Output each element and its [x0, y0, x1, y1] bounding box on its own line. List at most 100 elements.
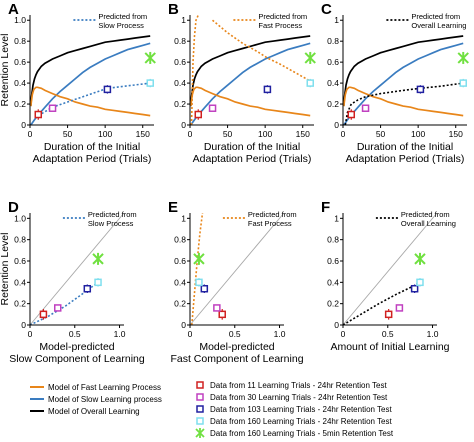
legend-item-left: Model of Fast Learning Process	[30, 383, 161, 392]
x-axis-label: Adaptation Period (Trials)	[193, 153, 312, 165]
y-tick-label: 0	[21, 120, 26, 130]
marker-square	[361, 104, 370, 112]
data-point-103-trials	[83, 284, 92, 293]
x-axis-label: Duration of the Initial	[44, 141, 140, 153]
x-axis-label: Model-predicted	[39, 341, 114, 353]
x-axis-label: Model-predicted	[199, 341, 274, 353]
x-tick-label: 1.0	[427, 329, 439, 339]
identity-line	[29, 212, 125, 326]
data-point-11-trials	[347, 109, 356, 120]
data-point-160-trials	[193, 252, 205, 265]
y-tick-label: 0.8	[14, 36, 26, 46]
data-point-160-trials	[414, 252, 426, 265]
legend-square-swatch	[196, 405, 204, 413]
marker-square	[213, 304, 221, 312]
marker-square	[347, 110, 356, 119]
marker-square	[384, 310, 393, 319]
y-tick-label: 0.8	[174, 36, 186, 46]
x-tick-label: 0	[28, 329, 33, 339]
y-tick-label: 0.6	[14, 57, 26, 67]
panel-d: 00.20.40.60.81.00 0.5 1.0Model-predictedSl…	[0, 199, 145, 365]
y-tick-label: 0.6	[174, 256, 186, 266]
x-tick-label: 0.5	[229, 329, 241, 339]
legend-square-swatch	[196, 381, 204, 389]
legend-text: Fast Process	[248, 219, 292, 228]
marker-square	[459, 79, 467, 87]
series-line-model-of-fast-learning-process	[30, 86, 151, 117]
legend-label: Model of Overall Learning	[48, 407, 140, 416]
x-tick-label: 150	[449, 129, 463, 139]
x-tick-label: 100	[411, 129, 425, 139]
y-tick-label: 0.8	[14, 235, 26, 245]
y-axis-label: Retention Level	[0, 34, 11, 107]
legend-text: Fast Process	[258, 21, 302, 30]
legend-text: Predicted from	[401, 210, 450, 219]
y-tick-label: 0	[181, 120, 186, 130]
legend-label: Model of Fast Learning Process	[48, 383, 161, 392]
marker-square	[208, 104, 217, 112]
marker-square	[34, 110, 43, 119]
marker-square	[146, 79, 154, 87]
marker-square	[195, 278, 203, 287]
y-tick-label: 0.2	[327, 299, 339, 309]
y-tick-label: 0.6	[327, 256, 339, 266]
legend-text: Predicted from	[88, 210, 137, 219]
y-tick-label: 1	[334, 15, 339, 25]
x-tick-label: 1.0	[274, 329, 286, 339]
data-point-11-trials	[194, 109, 203, 120]
data-point-160-trials	[304, 51, 316, 64]
legend-item-right: Data from 11 Learning Trials - 24hr Rete…	[196, 381, 387, 390]
legend-item-right: Data from 160 Learning Trials - 24hr Ret…	[196, 417, 393, 426]
x-tick-label: 0.5	[69, 329, 81, 339]
legend-label: Data from 160 Learning Trials - 5min Ret…	[210, 429, 394, 438]
legend-label: Data from 160 Learning Trials - 24hr Ret…	[210, 417, 393, 426]
panel-c: 0 0.2 0.4 0.6 0.8 1 0 50 100 150 Duration of the I…	[321, 1, 469, 165]
series-line-model-of-fast-learning-process	[190, 86, 311, 117]
data-point-160-trials	[459, 78, 467, 88]
data-point-30-trials	[54, 304, 62, 312]
x-axis-label: Adaptation Period (Trials)	[346, 153, 465, 165]
legend-label: Data from 103 Learning Trials - 24hr Ret…	[210, 405, 393, 414]
legend-label: Model of Slow Learning process	[48, 395, 162, 404]
marker-square	[416, 85, 425, 94]
y-tick-label: 0.2	[174, 299, 186, 309]
y-tick-label: 0.4	[327, 78, 339, 88]
y-tick-label: 0.8	[174, 235, 186, 245]
data-point-103-trials	[263, 85, 272, 94]
y-tick-label: 0.2	[14, 299, 26, 309]
data-point-103-trials	[200, 284, 209, 293]
data-point-160-trials	[416, 278, 424, 287]
data-point-160-trials	[92, 252, 104, 265]
legend-square-swatch	[196, 393, 204, 401]
data-point-160-trials	[306, 78, 314, 88]
x-tick-label: 0	[188, 129, 193, 139]
y-tick-label: 0	[334, 320, 339, 330]
legend-text: Slow Process	[98, 21, 144, 30]
legend-item-left: Model of Overall Learning	[30, 407, 140, 416]
panel-label: A	[8, 1, 19, 18]
x-tick-label: 50	[223, 129, 233, 139]
legend-item-right: Data from 160 Learning Trials - 5min Ret…	[195, 428, 394, 438]
series-line-predicted-from-fast-process	[190, 15, 200, 125]
x-tick-label: 1.0	[114, 329, 126, 339]
data-point-30-trials	[48, 104, 57, 112]
data-point-103-trials	[410, 284, 419, 293]
y-tick-label: 0.2	[327, 99, 339, 109]
y-tick-label: 1	[334, 213, 339, 223]
y-tick-label: 0.4	[14, 277, 26, 287]
data-point-11-trials	[218, 309, 226, 320]
data-point-160-trials	[146, 78, 154, 88]
marker-square	[416, 278, 424, 287]
marker-square	[194, 110, 203, 119]
x-tick-label: 0	[341, 329, 346, 339]
identity-line	[189, 212, 285, 326]
y-tick-label: 0.2	[14, 99, 26, 109]
data-point-30-trials	[395, 304, 404, 312]
marker-square	[395, 304, 404, 312]
data-point-103-trials	[103, 85, 112, 94]
data-point-30-trials	[213, 304, 221, 312]
x-tick-label: 0.5	[382, 329, 394, 339]
x-axis-label: Fast Component of Learning	[170, 353, 303, 365]
